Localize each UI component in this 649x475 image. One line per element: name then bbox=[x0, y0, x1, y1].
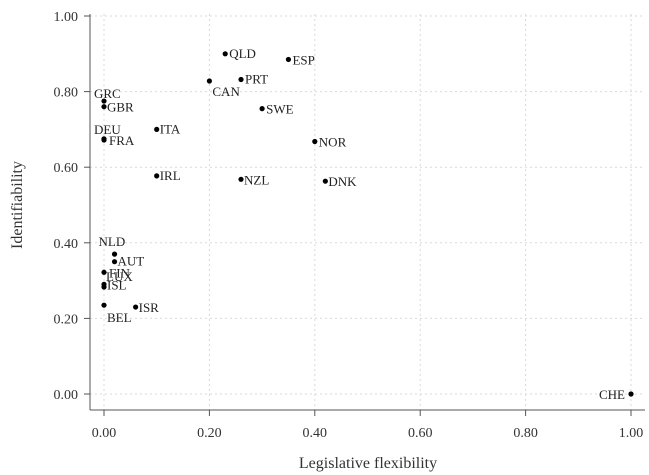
point-label-gbr: GBR bbox=[107, 100, 134, 115]
x-tick-label: 0.20 bbox=[197, 426, 222, 441]
point-swe bbox=[259, 106, 265, 112]
x-tick-label: 0.80 bbox=[513, 426, 538, 441]
point-label-nor: NOR bbox=[319, 134, 347, 149]
point-lux bbox=[101, 284, 107, 290]
point-dnk bbox=[322, 178, 328, 184]
point-ita bbox=[154, 126, 160, 132]
point-can bbox=[206, 78, 212, 84]
y-tick-label: 0.00 bbox=[54, 388, 79, 403]
grid bbox=[90, 14, 645, 410]
point-label-irl: IRL bbox=[160, 168, 181, 183]
point-label-ita: ITA bbox=[160, 121, 181, 136]
point-label-lux: LUX bbox=[106, 269, 133, 284]
point-label-nld: NLD bbox=[99, 234, 126, 249]
x-tick-label: 0.00 bbox=[92, 426, 117, 441]
point-aut bbox=[111, 259, 118, 265]
point-bel bbox=[101, 302, 107, 308]
point-label-deu: DEU bbox=[94, 122, 121, 137]
y-tick-label: 1.00 bbox=[54, 10, 79, 25]
point-label-isr: ISR bbox=[139, 300, 160, 315]
point-label-nzl: NZL bbox=[244, 172, 269, 187]
point-label-dnk: DNK bbox=[328, 174, 357, 189]
x-tick-label: 0.60 bbox=[408, 426, 433, 441]
point-fra bbox=[101, 137, 107, 143]
x-axis-ticks: 0.00 0.20 0.40 0.60 0.80 1.00 bbox=[92, 410, 644, 441]
point-qld bbox=[222, 51, 228, 57]
point-label-fra: FRA bbox=[109, 133, 135, 148]
point-gbr bbox=[101, 104, 107, 110]
point-label-grc: GRC bbox=[94, 86, 121, 101]
x-tick-label: 1.00 bbox=[619, 426, 644, 441]
point-che bbox=[628, 391, 634, 397]
y-tick-label: 0.20 bbox=[54, 312, 79, 327]
point-fin bbox=[101, 269, 107, 275]
point-label-fin: FIN bbox=[109, 265, 131, 280]
point-nor bbox=[312, 138, 318, 145]
point-grc bbox=[101, 98, 107, 104]
point-label-isl: ISL bbox=[107, 277, 127, 292]
point-esp bbox=[285, 56, 292, 63]
x-axis-title: Legislative flexibility bbox=[299, 455, 437, 472]
point-prt bbox=[238, 76, 244, 83]
y-axis-title: Identifiability bbox=[9, 161, 26, 249]
y-tick-label: 0.80 bbox=[54, 86, 79, 101]
axes bbox=[89, 14, 645, 411]
point-label-esp: ESP bbox=[292, 52, 314, 67]
y-axis-ticks: 0.00 0.20 0.40 0.60 0.80 1.00 bbox=[54, 10, 90, 403]
point-label-prt: PRT bbox=[245, 72, 268, 87]
y-tick-label: 0.40 bbox=[54, 237, 79, 252]
point-label-can: CAN bbox=[212, 84, 240, 99]
point-isr bbox=[133, 304, 139, 310]
x-tick-label: 0.40 bbox=[303, 426, 328, 441]
point-label-che: CHE bbox=[599, 387, 625, 402]
point-label-swe: SWE bbox=[266, 102, 294, 117]
point-label-bel: BEL bbox=[107, 310, 132, 325]
point-label-aut: AUT bbox=[118, 254, 145, 269]
point-label-qld: QLD bbox=[229, 46, 256, 61]
point-nld bbox=[111, 251, 118, 257]
point-irl bbox=[154, 173, 160, 179]
point-nzl bbox=[238, 176, 244, 182]
y-tick-label: 0.60 bbox=[54, 161, 79, 176]
